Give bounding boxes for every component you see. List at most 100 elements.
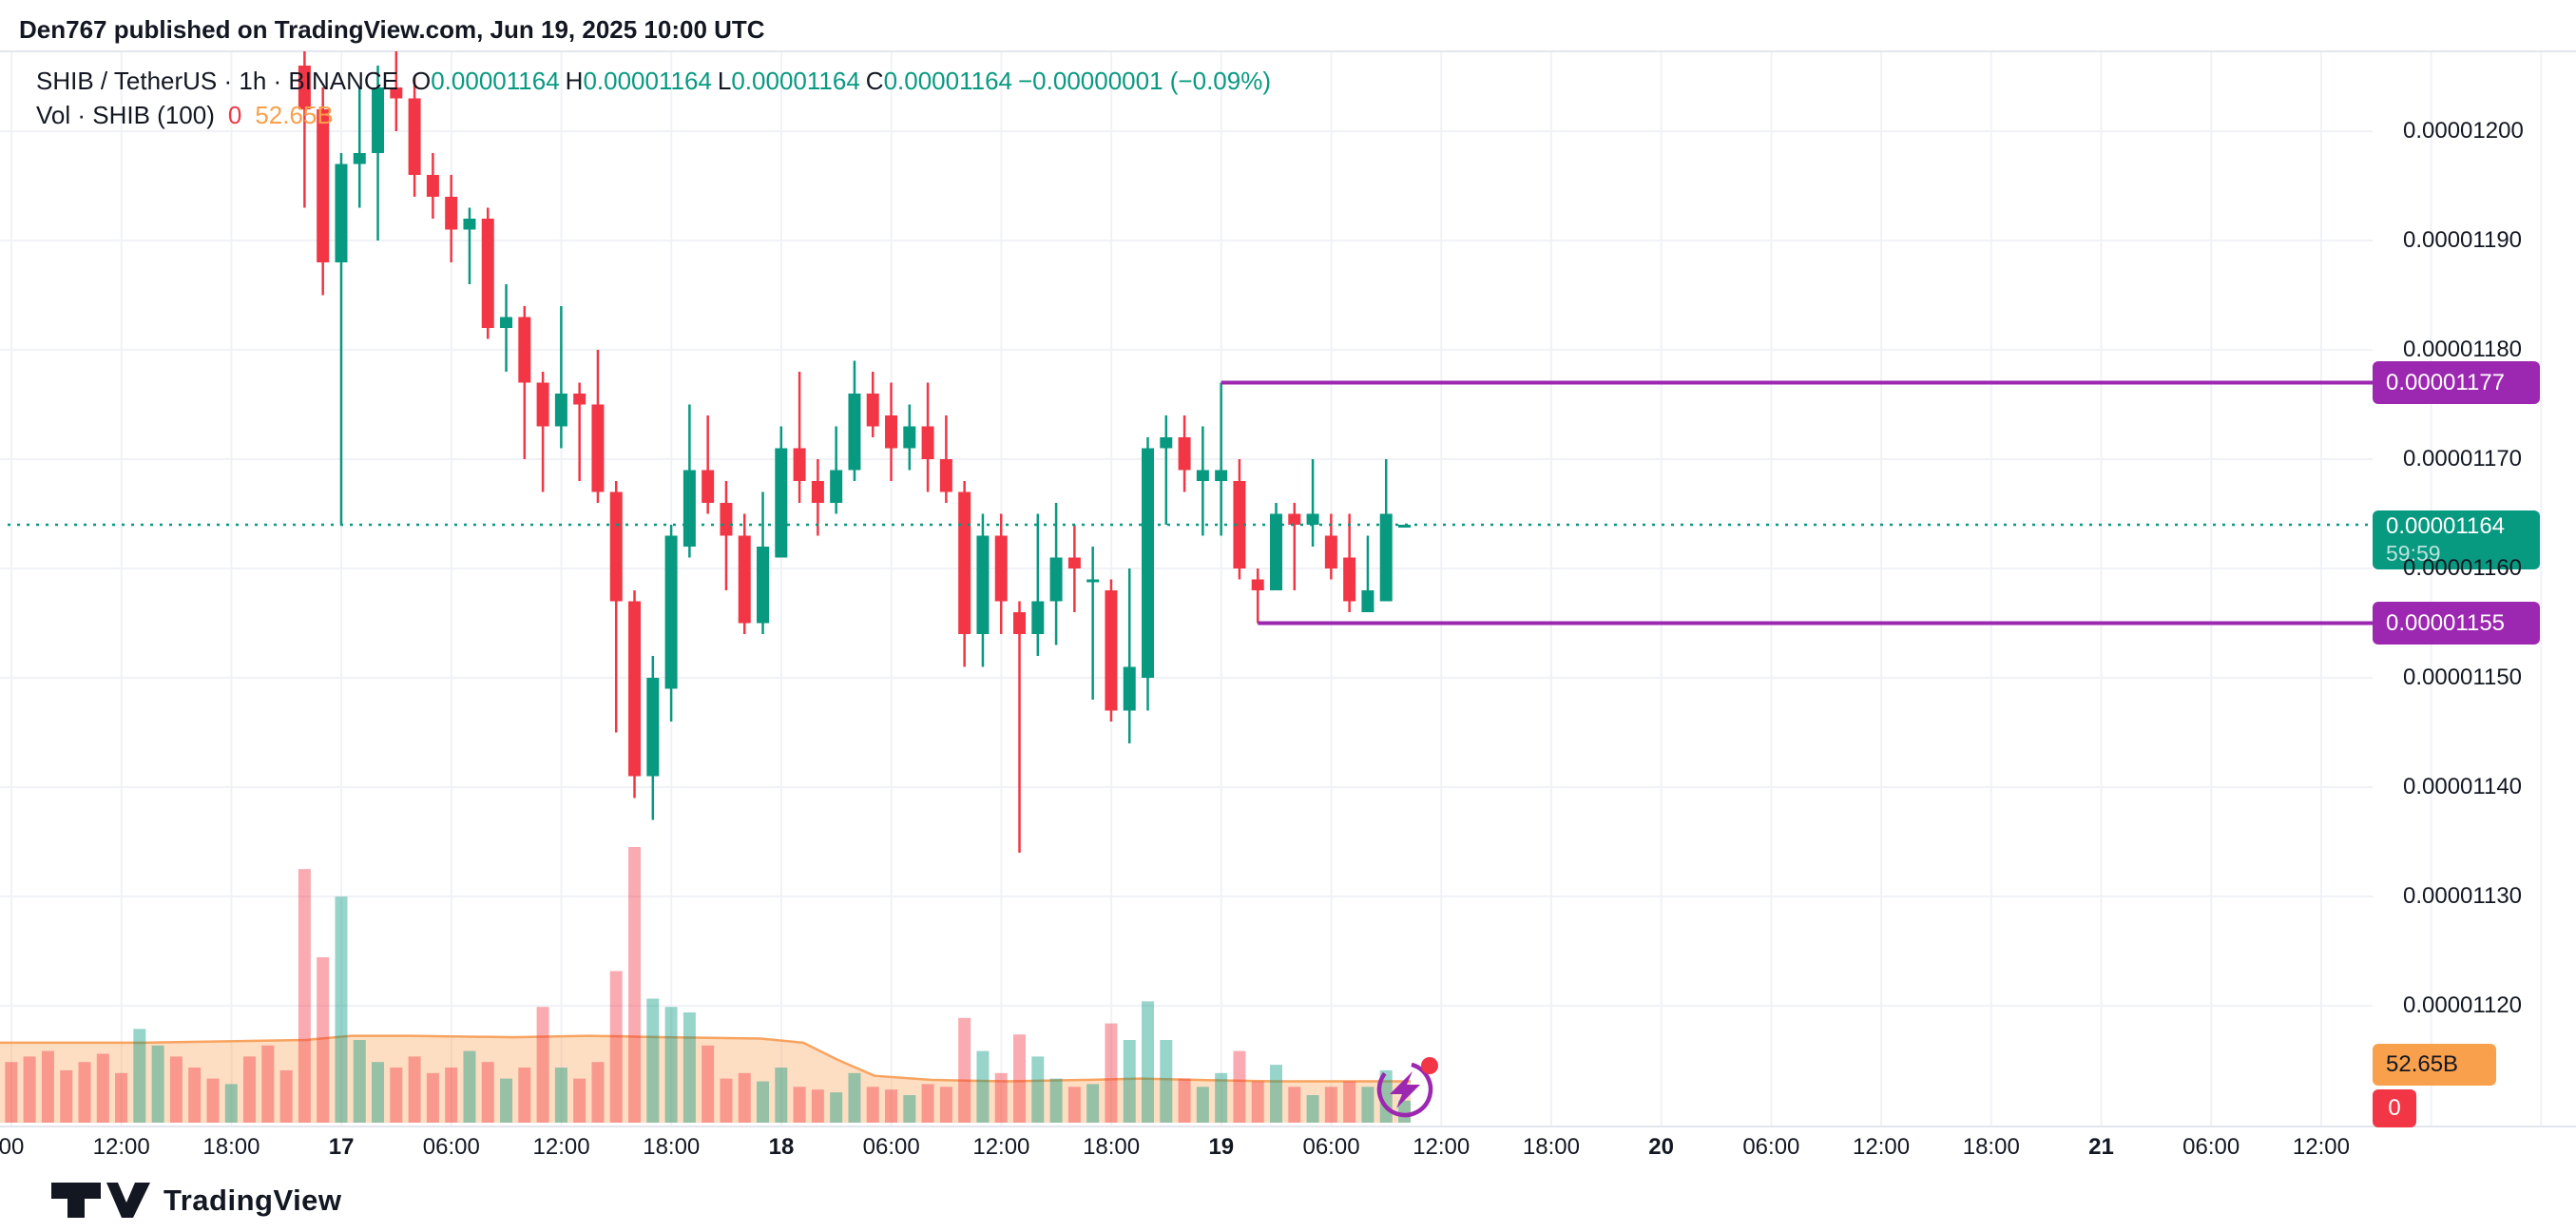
candle <box>885 415 898 449</box>
candle <box>1086 579 1100 583</box>
level-high-badge: 0.00001177 <box>2373 361 2540 404</box>
price-tick-label: 0.00001150 <box>2403 664 2523 690</box>
notification-dot-icon <box>1421 1057 1438 1074</box>
price-tick-label: 0.00001180 <box>2403 337 2523 362</box>
candle <box>903 426 916 449</box>
volume-current-value: 0 <box>227 101 242 129</box>
level-low-badge: 0.00001155 <box>2373 602 2540 645</box>
candle <box>609 491 623 602</box>
candle <box>1160 437 1173 449</box>
time-tick-label: 18:00 <box>1962 1134 2020 1160</box>
candle <box>866 394 879 427</box>
price-tick-label: 0.00001140 <box>2403 774 2523 799</box>
bolt-circle-icon <box>1376 1061 1433 1118</box>
candle <box>1233 481 1246 568</box>
candle <box>317 109 330 262</box>
candle <box>775 448 788 558</box>
candle <box>335 164 348 262</box>
current-price-badge: 0.00001164 59:59 <box>2373 510 2540 569</box>
price-tick-label: 0.00001120 <box>2403 992 2523 1018</box>
time-tick-label: 12:00 <box>532 1134 590 1160</box>
candle <box>664 535 678 689</box>
legend-change: −0.00000001 (−0.09%) <box>1018 67 1271 95</box>
candle <box>646 678 660 777</box>
candle <box>757 547 770 624</box>
time-tick-label: 00 <box>0 1134 25 1160</box>
candle <box>1343 557 1356 602</box>
candle <box>390 87 403 99</box>
candle <box>554 394 567 427</box>
time-tick-label: 18:00 <box>1083 1134 1141 1160</box>
candle <box>591 404 605 492</box>
candle <box>408 98 421 175</box>
price-tick-label: 0.00001130 <box>2403 883 2523 909</box>
time-tick-label: 06:00 <box>2182 1134 2240 1160</box>
time-tick-label: 12:00 <box>1413 1134 1471 1160</box>
volume-ma-value: 52.65B <box>255 101 334 129</box>
candle <box>500 317 513 328</box>
legend-volume-row: Vol · SHIB (100) 0 52.65B <box>36 101 334 130</box>
time-tick-label: 18 <box>768 1134 795 1160</box>
candle <box>1288 513 1301 525</box>
candle <box>353 153 366 164</box>
price-tick-label: 0.00001160 <box>2403 555 2523 581</box>
ohlc-value: 0.00001164 <box>731 67 860 95</box>
candle <box>445 197 458 230</box>
candle <box>1215 470 1228 481</box>
volume-current-badge: 0 <box>2373 1089 2416 1127</box>
time-tick-label: 18:00 <box>643 1134 701 1160</box>
candle <box>1361 590 1375 612</box>
candle <box>463 219 476 230</box>
time-tick-label: 06:00 <box>1742 1134 1800 1160</box>
price-axis[interactable] <box>2373 51 2576 1126</box>
candle <box>1123 666 1136 711</box>
publish-attribution: Den767 published on TradingView.com, Jun… <box>19 15 765 44</box>
candle <box>1013 612 1027 634</box>
time-tick-label: 06:00 <box>1302 1134 1360 1160</box>
price-tick-label: 0.00001170 <box>2403 446 2523 472</box>
candle <box>848 394 861 471</box>
legend-symbol-row: SHIB / TetherUS · 1h · BINANCE O0.0000116… <box>36 67 1271 96</box>
candle <box>1067 557 1081 568</box>
candle <box>426 175 439 197</box>
time-tick-label: 12:00 <box>92 1134 150 1160</box>
candle <box>1398 525 1411 528</box>
time-tick-label: 19 <box>1208 1134 1235 1160</box>
ohlc-value: 0.00001164 <box>431 67 560 95</box>
time-tick-label: 12:00 <box>972 1134 1030 1160</box>
tradingview-logo[interactable]: TradingView <box>51 1183 342 1219</box>
candle <box>994 535 1008 602</box>
candle <box>573 394 586 405</box>
candle <box>1178 437 1191 471</box>
candle <box>738 535 751 624</box>
symbol-title[interactable]: SHIB / TetherUS · 1h · BINANCE <box>36 67 398 95</box>
ohlc-key: H <box>565 67 584 95</box>
candle <box>1105 590 1118 711</box>
ohlc-value: 0.00001164 <box>583 67 712 95</box>
volume-study-title[interactable]: Vol · SHIB (100) <box>36 101 215 129</box>
time-tick-label: 20 <box>1648 1134 1674 1160</box>
candle <box>1142 448 1155 678</box>
time-tick-label: 18:00 <box>202 1134 260 1160</box>
candle <box>682 470 696 547</box>
bar-countdown: 59:59 <box>2386 541 2441 566</box>
price-tick-label: 0.00001200 <box>2403 118 2524 144</box>
live-data-bolt-button[interactable] <box>1373 1053 1445 1126</box>
time-tick-label: 06:00 <box>862 1134 920 1160</box>
time-tick-label: 17 <box>328 1134 355 1160</box>
candle <box>1379 513 1393 602</box>
ohlc-key: L <box>717 67 732 95</box>
candle <box>702 470 715 503</box>
volume-ma-badge: 52.65B <box>2373 1044 2496 1086</box>
candle <box>720 503 733 536</box>
ohlc-key: C <box>865 67 884 95</box>
tradingview-logo-text: TradingView <box>163 1184 342 1217</box>
price-tick-label: 0.00001190 <box>2403 227 2523 253</box>
ohlc-value: 0.00001164 <box>883 67 1012 95</box>
candle <box>1196 470 1209 481</box>
candle <box>976 535 990 634</box>
candle <box>1270 513 1283 590</box>
candle <box>518 317 531 383</box>
